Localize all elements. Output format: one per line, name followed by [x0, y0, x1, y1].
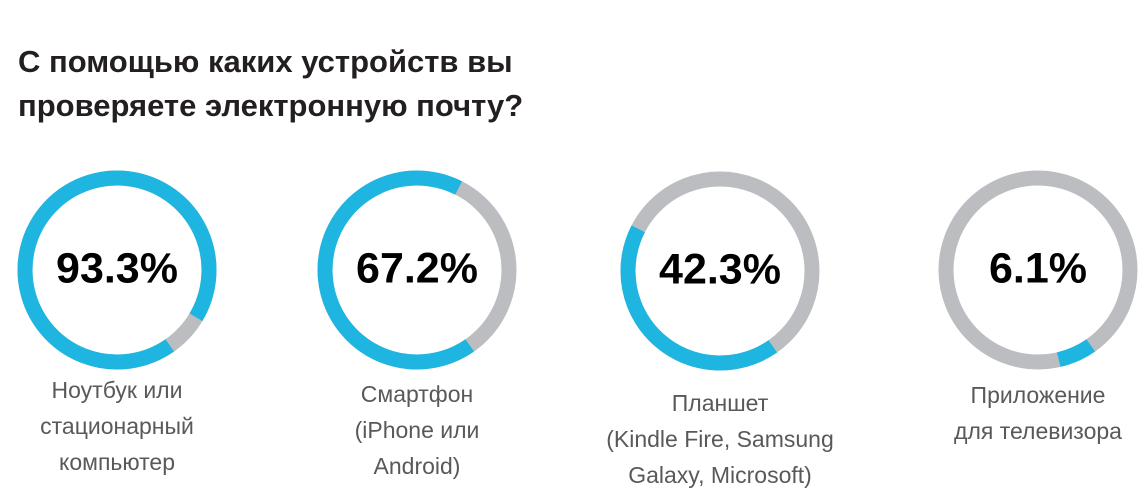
donut-ring-4: 6.1%	[938, 170, 1138, 370]
ring-value-arc	[17, 170, 217, 370]
ring-category-label-line: (iPhone или	[354, 417, 480, 443]
ring-value-arc	[1056, 339, 1096, 367]
chart-title: С помощью каких устройств вы проверяете …	[18, 40, 738, 128]
ring-category-label-line: Galaxy, Microsoft)	[628, 462, 812, 488]
ring-category-label-line: Ноутбук или	[51, 377, 183, 403]
ring-category-label-line: (Kindle Fire, Samsung	[606, 426, 834, 452]
ring-category-label: Планшет (Kindle Fire, Samsung Galaxy, Micr…	[575, 385, 865, 493]
ring-value-label: 6.1%	[989, 244, 1087, 292]
ring-category-label-line: компьютер	[59, 449, 175, 475]
donut-ring-1: 93.3%	[17, 170, 217, 370]
ring-value-label: 67.2%	[356, 244, 478, 292]
ring-value-label: 42.3%	[659, 245, 781, 293]
chart-title-line-1: С помощью каких устройств вы	[18, 44, 513, 79]
ring-category-label-line: Android)	[373, 453, 461, 479]
ring-category-label-line: Смартфон	[360, 381, 474, 407]
ring-value-arc	[317, 170, 475, 370]
ring-category-label: Приложение для телевизора	[893, 377, 1146, 449]
donut-ring-3: 42.3%	[620, 171, 820, 371]
ring-track	[938, 170, 1138, 370]
ring-category-label-line: Приложение	[970, 382, 1106, 408]
ring-category-label: Смартфон (iPhone или Android)	[272, 376, 562, 484]
ring-value-arc	[620, 225, 778, 371]
ring-category-label-line: Планшет	[671, 390, 769, 416]
chart-title-line-2: проверяете электронную почту?	[18, 88, 524, 123]
ring-category-label-line: для телевизора	[954, 418, 1122, 444]
ring-category-label-line: стационарный	[40, 413, 194, 439]
donut-ring-2: 67.2%	[317, 170, 517, 370]
ring-value-label: 93.3%	[56, 244, 178, 292]
ring-category-label: Ноутбук или стационарный компьютер	[0, 372, 262, 480]
